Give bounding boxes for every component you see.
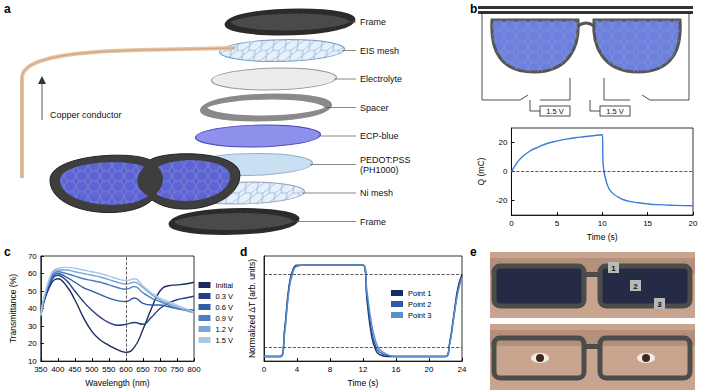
svg-text:4: 4 [295,365,300,374]
svg-text:ECP-blue: ECP-blue [360,131,399,141]
svg-text:1.5 V: 1.5 V [546,107,564,116]
svg-text:16: 16 [392,365,401,374]
svg-text:0: 0 [503,167,508,176]
svg-text:20: 20 [689,219,698,228]
svg-text:1.5 V: 1.5 V [606,107,624,116]
svg-text:0.9 V: 0.9 V [215,314,233,323]
svg-text:c: c [4,245,11,259]
svg-text:0.3 V: 0.3 V [215,292,233,301]
svg-text:b: b [470,2,477,16]
svg-text:1: 1 [611,264,616,273]
svg-text:500: 500 [85,365,99,374]
svg-text:Copper conductor: Copper conductor [50,110,122,120]
svg-text:-20: -20 [496,196,508,205]
svg-text:Time (s): Time (s) [348,378,379,388]
svg-text:450: 450 [68,365,82,374]
svg-text:24: 24 [458,365,467,374]
svg-text:10: 10 [598,219,607,228]
svg-text:Point 3: Point 3 [408,311,431,320]
svg-text:Q (mC): Q (mC) [476,157,486,185]
svg-text:5: 5 [555,219,560,228]
svg-text:350: 350 [34,365,48,374]
svg-text:Ni mesh: Ni mesh [360,188,393,198]
svg-text:50: 50 [28,287,37,296]
svg-text:30: 30 [28,322,37,331]
svg-text:Initial: Initial [215,281,233,290]
svg-text:Normalized ΔT (arb. units): Normalized ΔT (arb. units) [247,259,257,358]
svg-text:60: 60 [28,269,37,278]
svg-text:600: 600 [119,365,133,374]
svg-text:400: 400 [51,365,65,374]
svg-text:Transmittance (%): Transmittance (%) [8,274,18,343]
svg-text:Wavelength (nm): Wavelength (nm) [85,378,150,388]
svg-text:a: a [4,2,11,16]
svg-text:Frame: Frame [360,217,386,227]
svg-text:PEDOT:PSS: PEDOT:PSS [360,155,411,165]
svg-text:Time (s): Time (s) [587,232,618,242]
svg-text:EIS mesh: EIS mesh [360,46,399,56]
svg-text:20: 20 [425,365,434,374]
svg-text:Point 1: Point 1 [408,289,431,298]
svg-text:550: 550 [102,365,116,374]
svg-text:800: 800 [187,365,201,374]
svg-text:750: 750 [170,365,184,374]
svg-text:8: 8 [328,365,333,374]
svg-text:20: 20 [499,138,508,147]
svg-text:10: 10 [27,356,37,366]
svg-text:20: 20 [28,339,37,348]
svg-text:12: 12 [359,365,368,374]
svg-text:Spacer: Spacer [360,103,389,113]
svg-text:Electrolyte: Electrolyte [360,74,402,84]
svg-text:e: e [470,245,477,259]
svg-text:40: 40 [28,304,37,313]
svg-text:1.5 V: 1.5 V [215,336,233,345]
svg-text:70: 70 [28,252,37,261]
svg-text:0.6 V: 0.6 V [215,303,233,312]
svg-text:3: 3 [657,300,662,309]
svg-text:Point 2: Point 2 [408,300,431,309]
svg-text:650: 650 [136,365,150,374]
svg-text:d: d [240,245,247,259]
svg-text:Frame: Frame [360,17,386,27]
svg-text:1.2 V: 1.2 V [215,325,233,334]
svg-text:15: 15 [643,219,652,228]
svg-text:700: 700 [153,365,167,374]
svg-text:0: 0 [509,219,514,228]
svg-text:0: 0 [262,365,267,374]
svg-text:(PH1000): (PH1000) [360,165,399,175]
svg-text:2: 2 [633,282,638,291]
